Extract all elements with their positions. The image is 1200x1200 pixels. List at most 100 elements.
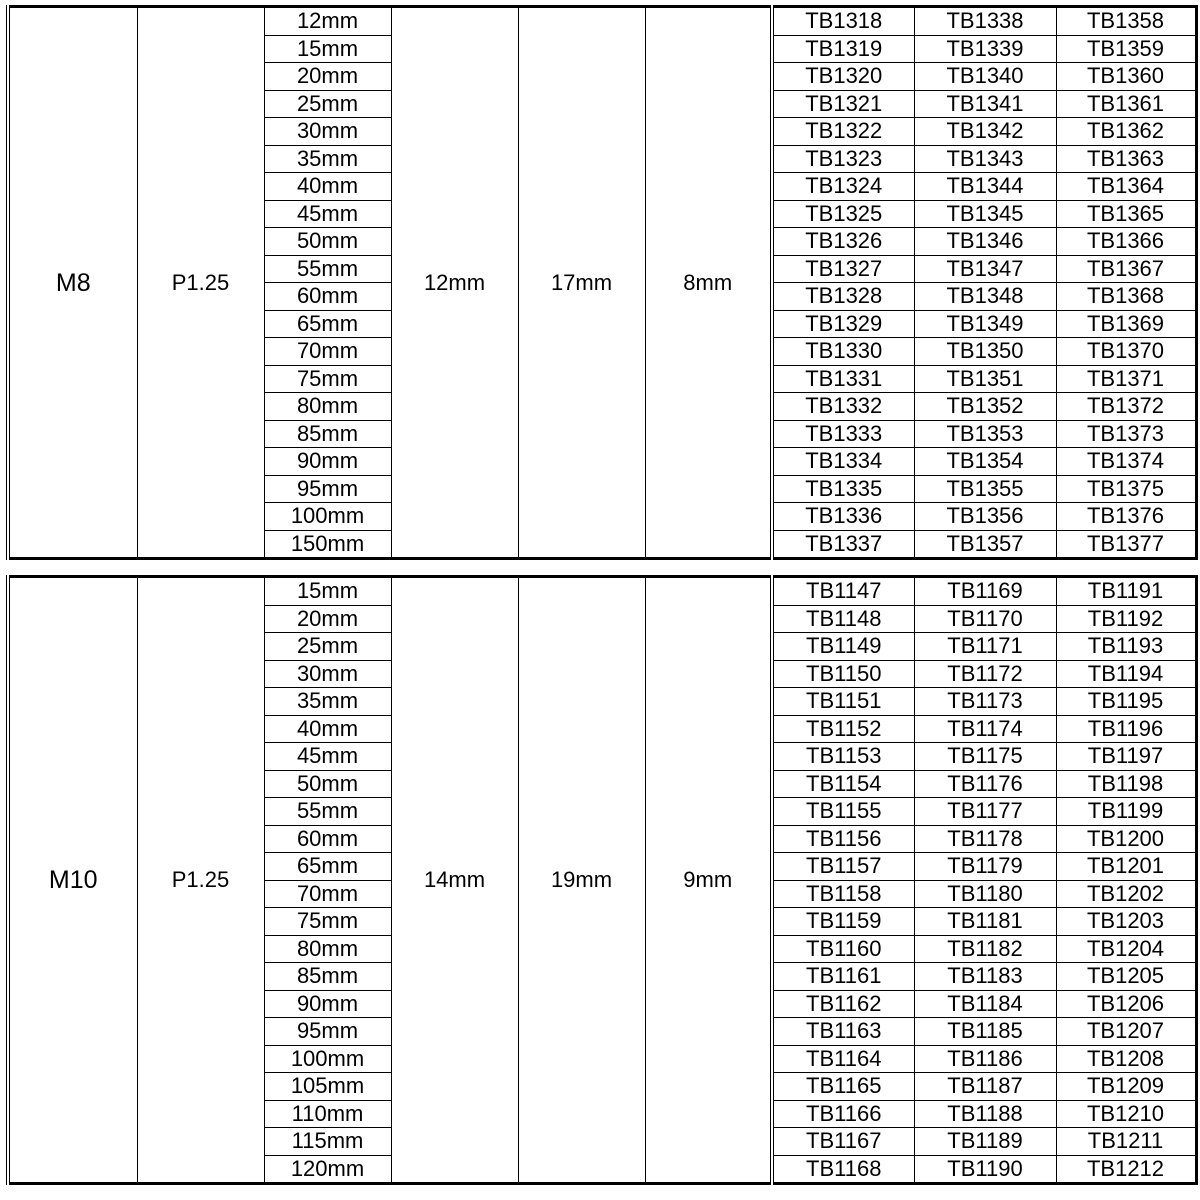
part-code-cell: TB1375 (1055, 474, 1197, 503)
part-code-cell: TB1354 (913, 447, 1057, 476)
part-code-cell: TB1171 (913, 632, 1057, 661)
part-code-cell: TB1165 (771, 1072, 915, 1101)
part-code-cell: TB1180 (913, 879, 1057, 908)
dimension-cell: 17mm (517, 6, 646, 559)
part-code-cell: TB1326 (771, 227, 915, 256)
part-code-cell: TB1343 (913, 144, 1057, 173)
part-code-cell: TB1152 (771, 714, 915, 743)
length-cell: 15mm (263, 576, 392, 606)
table-row: 50mm TB1154 TB1176 TB1198 (8, 769, 1197, 798)
part-code-cell: TB1161 (771, 962, 915, 991)
part-code-cell: TB1187 (913, 1072, 1057, 1101)
table-row: 70mm TB1330 TB1350 TB1370 (8, 337, 1197, 366)
part-code-cell: TB1373 (1055, 419, 1197, 448)
length-cell: 95mm (263, 1017, 392, 1046)
table-row: 60mm TB1156 TB1178 TB1200 (8, 824, 1197, 853)
part-code-cell: TB1204 (1055, 934, 1197, 963)
part-code-cell: TB1361 (1055, 89, 1197, 118)
length-cell: 12mm (263, 6, 392, 36)
part-code-cell: TB1355 (913, 474, 1057, 503)
dimension-cell: 14mm (390, 576, 519, 1184)
part-code-cell: TB1358 (1055, 6, 1197, 36)
part-code-cell: TB1201 (1055, 852, 1197, 881)
part-code-cell: TB1153 (771, 742, 915, 771)
part-code-cell: TB1344 (913, 172, 1057, 201)
part-code-cell: TB1188 (913, 1099, 1057, 1128)
part-code-cell: TB1335 (771, 474, 915, 503)
length-cell: 70mm (263, 879, 392, 908)
part-code-cell: TB1203 (1055, 907, 1197, 936)
part-code-cell: TB1205 (1055, 962, 1197, 991)
part-code-cell: TB1364 (1055, 172, 1197, 201)
table-row: 25mm TB1149 TB1171 TB1193 (8, 632, 1197, 661)
length-cell: 50mm (263, 769, 392, 798)
table-row: 65mm TB1329 TB1349 TB1369 (8, 309, 1197, 338)
part-code-cell: TB1212 (1055, 1154, 1197, 1184)
table-row: 85mm TB1333 TB1353 TB1373 (8, 419, 1197, 448)
part-code-cell: TB1351 (913, 364, 1057, 393)
length-cell: 75mm (263, 364, 392, 393)
part-code-cell: TB1150 (771, 659, 915, 688)
part-code-cell: TB1208 (1055, 1044, 1197, 1073)
thread-size-cell: M10 (7, 576, 138, 1184)
part-code-cell: TB1337 (771, 529, 915, 559)
part-code-cell: TB1369 (1055, 309, 1197, 338)
part-code-cell: TB1175 (913, 742, 1057, 771)
dimension-cell: 12mm (390, 6, 519, 559)
part-code-cell: TB1320 (771, 62, 915, 91)
part-code-cell: TB1159 (771, 907, 915, 936)
spec-table-m8: M8 P1.25 12mm 12mm 17mm 8mm TB1318 TB1338 TB1358… (6, 5, 1198, 560)
part-code-cell: TB1163 (771, 1017, 915, 1046)
length-cell: 55mm (263, 254, 392, 283)
part-code-cell: TB1191 (1055, 576, 1197, 606)
part-code-cell: TB1325 (771, 199, 915, 228)
table-row: 115mm TB1167 TB1189 TB1211 (8, 1127, 1197, 1156)
part-code-cell: TB1166 (771, 1099, 915, 1128)
part-code-cell: TB1200 (1055, 824, 1197, 853)
part-code-cell: TB1207 (1055, 1017, 1197, 1046)
part-code-cell: TB1318 (771, 6, 915, 36)
part-code-cell: TB1356 (913, 502, 1057, 531)
part-code-cell: TB1211 (1055, 1127, 1197, 1156)
length-cell: 35mm (263, 687, 392, 716)
part-code-cell: TB1176 (913, 769, 1057, 798)
length-cell: 60mm (263, 824, 392, 853)
part-code-cell: TB1345 (913, 199, 1057, 228)
table-row: 45mm TB1153 TB1175 TB1197 (8, 742, 1197, 771)
dimension-cell: 19mm (517, 576, 646, 1184)
part-code-cell: TB1195 (1055, 687, 1197, 716)
part-code-cell: TB1190 (913, 1154, 1057, 1184)
part-code-cell: TB1206 (1055, 989, 1197, 1018)
part-code-cell: TB1372 (1055, 392, 1197, 421)
length-cell: 80mm (263, 934, 392, 963)
part-code-cell: TB1179 (913, 852, 1057, 881)
part-code-cell: TB1151 (771, 687, 915, 716)
thread-size-cell: M8 (7, 6, 138, 559)
part-code-cell: TB1185 (913, 1017, 1057, 1046)
part-code-cell: TB1170 (913, 604, 1057, 633)
part-code-cell: TB1377 (1055, 529, 1197, 559)
pitch-cell: P1.25 (136, 576, 265, 1184)
table-row: 95mm TB1163 TB1185 TB1207 (8, 1017, 1197, 1046)
part-code-cell: TB1158 (771, 879, 915, 908)
dimension-cell: 9mm (644, 576, 774, 1184)
part-code-cell: TB1367 (1055, 254, 1197, 283)
part-code-cell: TB1210 (1055, 1099, 1197, 1128)
part-code-cell: TB1319 (771, 34, 915, 63)
part-code-cell: TB1338 (913, 6, 1057, 36)
part-code-cell: TB1174 (913, 714, 1057, 743)
part-code-cell: TB1199 (1055, 797, 1197, 826)
part-code-cell: TB1167 (771, 1127, 915, 1156)
part-code-cell: TB1346 (913, 227, 1057, 256)
part-code-cell: TB1168 (771, 1154, 915, 1184)
length-cell: 50mm (263, 227, 392, 256)
length-cell: 70mm (263, 337, 392, 366)
table-row: 90mm TB1334 TB1354 TB1374 (8, 447, 1197, 476)
table-row: 95mm TB1335 TB1355 TB1375 (8, 474, 1197, 503)
table-row: 150mm TB1337 TB1357 TB1377 (8, 529, 1197, 559)
length-cell: 100mm (263, 1044, 392, 1073)
part-code-cell: TB1362 (1055, 117, 1197, 146)
part-code-cell: TB1323 (771, 144, 915, 173)
part-code-cell: TB1329 (771, 309, 915, 338)
part-code-cell: TB1189 (913, 1127, 1057, 1156)
